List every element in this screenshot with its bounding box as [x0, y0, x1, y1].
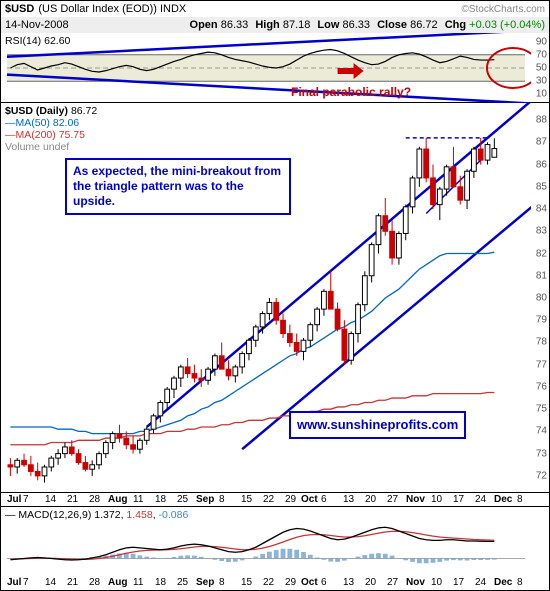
macd-label: — MACD(12,26,9) 1.372, 1.458, -0.086	[5, 509, 188, 521]
chg-value: +0.03 (+0.04%)	[469, 19, 545, 31]
macd-panel: — MACD(12,26,9) 1.372, 1.458, -0.086	[1, 507, 549, 575]
chart-date: 14-Nov-2008	[5, 19, 69, 31]
price-legend: $USD (Daily) 86.72 —MA(50) 82.06 —MA(200…	[5, 105, 97, 153]
x-axis-bottom: Jul7142128Aug111825Sep8152229Oct6132027N…	[1, 575, 549, 589]
symbol-desc: (US Dollar Index (EOD)) INDX	[38, 3, 186, 15]
breakout-annotation: As expected, the mini-breakout from the …	[65, 158, 291, 215]
price-panel: $USD (Daily) 86.72 —MA(50) 82.06 —MA(200…	[1, 103, 549, 493]
x-axis-top: Jul7142128Aug111825Sep8152229Oct6132027N…	[1, 493, 549, 507]
attribution: ©StockCharts.com	[461, 4, 545, 15]
ohlc: Open 86.33 High 87.18 Low 86.33 Close 86…	[190, 19, 545, 31]
rsi-panel: RSI(14) 62.60 1030507090 Final parabolic…	[1, 33, 549, 103]
rally-annotation: Final parabolic rally?	[291, 85, 411, 99]
stock-chart: $USD (US Dollar Index (EOD)) INDX ©Stock…	[0, 0, 550, 591]
watermark-box: www.sunshineprofits.com	[289, 411, 466, 439]
chart-header-row2: 14-Nov-2008 Open 86.33 High 87.18 Low 86…	[1, 17, 549, 33]
symbol: $USD	[5, 3, 34, 15]
chart-header-row1: $USD (US Dollar Index (EOD)) INDX ©Stock…	[1, 1, 549, 17]
rsi-label: RSI(14) 62.60	[5, 35, 70, 47]
